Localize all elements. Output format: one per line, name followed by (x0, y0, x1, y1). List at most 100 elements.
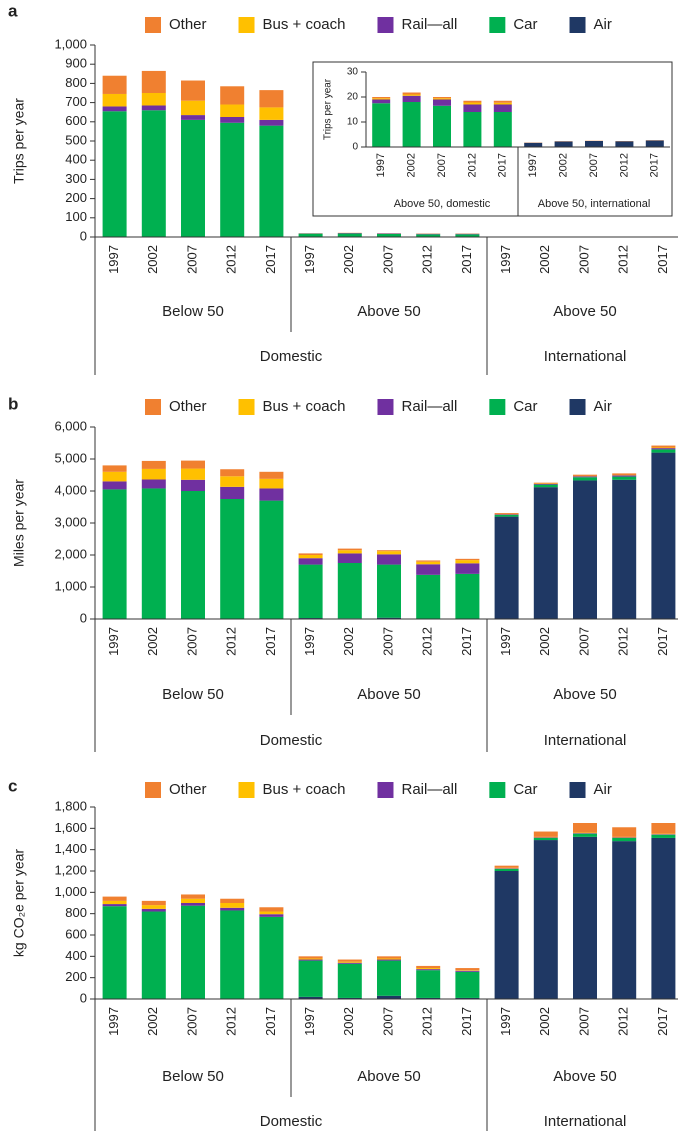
y-tick-label: 600 (65, 113, 87, 128)
x-tick-label: 2012 (224, 245, 239, 274)
bar-segment (463, 103, 481, 105)
supergroup-label: International (544, 732, 627, 749)
bar-segment (495, 871, 519, 999)
bar-segment (142, 905, 166, 909)
bar-segment (103, 904, 127, 906)
x-tick-label: 1997 (106, 245, 121, 274)
bar-segment (181, 899, 205, 903)
bar-segment (338, 234, 362, 237)
x-tick-label: 2017 (649, 153, 661, 177)
legend-label: Car (513, 16, 537, 33)
bar-segment (103, 489, 127, 619)
bar-segment (103, 901, 127, 904)
bar-segment (455, 972, 479, 998)
panel-letter: a (8, 1, 18, 20)
bar-segment (220, 123, 244, 237)
bar-segment (338, 553, 362, 563)
y-tick-label: 700 (65, 94, 87, 109)
x-tick-label: 2012 (420, 245, 435, 274)
bar-segment (299, 961, 323, 997)
x-tick-label: 2002 (341, 627, 356, 656)
y-tick-label: 6,000 (54, 418, 87, 433)
panel-letter: c (8, 776, 17, 795)
x-tick-label: 2012 (420, 627, 435, 656)
legend-swatch (489, 399, 505, 415)
bar-segment (220, 910, 244, 999)
bar-segment (555, 142, 573, 148)
bar-segment (433, 97, 451, 98)
x-tick-label: 2017 (263, 245, 278, 274)
bar-segment (573, 475, 597, 476)
bar-segment (612, 837, 636, 838)
group-label: Below 50 (162, 1068, 224, 1085)
y-tick-label: 200 (65, 190, 87, 205)
bar-segment (259, 914, 283, 917)
group-label: Below 50 (162, 686, 224, 703)
bar-segment (615, 141, 633, 147)
bar-segment (494, 101, 512, 103)
y-tick-label: 400 (65, 948, 87, 963)
bar-segment (463, 105, 481, 113)
bar-segment (299, 555, 323, 558)
bar-segment (142, 93, 166, 105)
x-tick-label: 1997 (498, 245, 513, 274)
bar-segment (220, 903, 244, 908)
bar-segment (494, 103, 512, 105)
bar-segment (299, 565, 323, 618)
group-label: Below 50 (162, 303, 224, 320)
bar-segment (651, 834, 675, 835)
bar-segment (455, 970, 479, 971)
bar-segment (612, 838, 636, 841)
bar-segment (612, 841, 636, 999)
x-tick-label: 2017 (459, 627, 474, 656)
bar-segment (338, 550, 362, 553)
supergroup-label: International (544, 1113, 627, 1130)
x-tick-label: 2012 (224, 1007, 239, 1036)
bar-segment (534, 837, 558, 838)
supergroup-label: Domestic (260, 1113, 323, 1130)
x-tick-label: 2007 (184, 627, 199, 656)
bar-segment (495, 868, 519, 869)
bar-segment (299, 553, 323, 555)
bar-segment (142, 912, 166, 999)
legend-label: Bus + coach (263, 16, 346, 33)
bar-segment (494, 112, 512, 147)
y-tick-label: 1,400 (54, 841, 87, 856)
y-axis-title: Trips per year (11, 98, 27, 184)
supergroup-label: International (544, 348, 627, 365)
x-tick-label: 2017 (655, 245, 670, 274)
bar-segment (495, 513, 519, 514)
bar-segment (463, 101, 481, 103)
bar-segment (181, 115, 205, 120)
x-tick-label: 2007 (588, 153, 600, 177)
x-tick-label: 2002 (537, 627, 552, 656)
bar-segment (612, 480, 636, 619)
bar-segment (181, 894, 205, 898)
bar-segment (651, 448, 675, 449)
x-tick-label: 2002 (406, 153, 418, 177)
x-tick-label: 2002 (341, 1007, 356, 1036)
x-tick-label: 2007 (380, 245, 395, 274)
bar-segment (524, 143, 542, 147)
legend-swatch (489, 782, 505, 798)
legend-swatch (239, 782, 255, 798)
bar-segment (433, 100, 451, 106)
bar-segment (338, 962, 362, 963)
bar-segment (259, 90, 283, 107)
x-tick-label: 2007 (576, 627, 591, 656)
bar-segment (377, 956, 401, 958)
bar-segment (142, 901, 166, 905)
bar-segment (142, 71, 166, 93)
x-tick-label: 1997 (527, 153, 539, 177)
bar-segment (585, 141, 603, 147)
supergroup-label: Domestic (260, 348, 323, 365)
supergroup-label: Domestic (260, 732, 323, 749)
bar-segment (433, 106, 451, 147)
bar-segment (181, 101, 205, 115)
x-tick-label: 1997 (498, 627, 513, 656)
y-tick-label: 1,600 (54, 820, 87, 835)
bar-segment (612, 477, 636, 480)
x-tick-label: 2002 (558, 153, 570, 177)
bar-segment (181, 906, 205, 999)
